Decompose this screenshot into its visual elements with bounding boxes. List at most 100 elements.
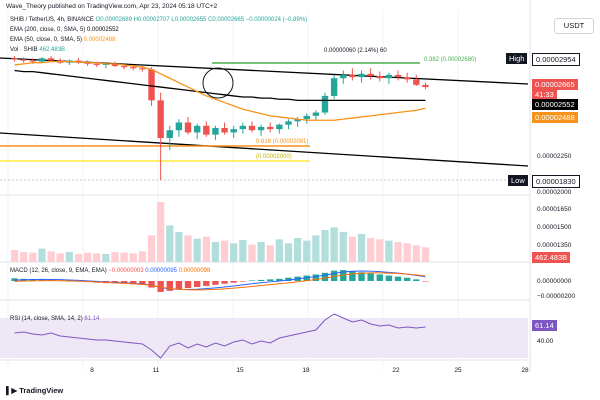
volume-bar	[65, 252, 73, 262]
volume-bar	[394, 242, 402, 262]
time-axis-label: 11	[153, 367, 160, 374]
ema-lines	[14, 60, 426, 121]
candle-body	[130, 67, 137, 69]
macd-hist-bar	[358, 272, 365, 281]
ema200-legend[interactable]: EMA (200, close, 0, SMA, 5) 0.00002552	[10, 27, 119, 33]
volume-bar	[339, 232, 347, 262]
macd-hist-bar	[330, 270, 338, 281]
volume-bar	[357, 234, 366, 262]
currency-selector[interactable]: USDT	[554, 18, 594, 34]
footer-text: TradingView	[19, 386, 64, 395]
macd-hist-bar	[230, 281, 237, 283]
ema50-label: EMA (50, close, 0, SMA, 5)	[10, 37, 83, 43]
macd-hist-bar	[120, 281, 128, 284]
high-tag: High	[506, 53, 528, 64]
macd-hist-bar	[157, 281, 164, 292]
macd-legend[interactable]: MACD (12, 26, close, 9, EMA, EMA) −0.000…	[10, 268, 210, 274]
macd-hist-bar	[321, 272, 329, 281]
rsi-legend[interactable]: RSI (14, close, SMA, 14, 2) 61.14	[10, 316, 99, 322]
volume-bar	[93, 253, 101, 262]
candle-body	[257, 126, 265, 131]
candle-body	[212, 128, 219, 135]
candle-body	[166, 130, 173, 138]
volume-bar	[412, 245, 420, 262]
volume-bar	[166, 225, 174, 262]
volume-bar	[29, 252, 37, 262]
fib-618-label: 0.618 (0.00002081)	[256, 139, 308, 145]
macd-axis-label: −0.00000200	[537, 293, 576, 300]
candle-body	[230, 129, 237, 133]
macd-hist-bar	[175, 281, 183, 290]
rsi-axis-label: 40.00	[537, 338, 554, 345]
symbol-legend[interactable]: SHIB / TetherUS, 4h, BINANCE O0.00002689…	[10, 17, 307, 23]
candle-body	[29, 60, 37, 62]
ema200-tag: 0.00002552	[532, 99, 578, 110]
time-axis-label: 22	[392, 367, 400, 374]
macd-hist-bar	[422, 281, 429, 282]
candle-body	[285, 121, 292, 125]
ema50-line	[14, 60, 426, 121]
publisher-line: Wave_Theory published on TradingView.com…	[6, 3, 218, 10]
rsi-tag: 61.14	[532, 320, 557, 331]
volume-tag: 462.483B	[532, 252, 571, 263]
macd-hist-bar	[349, 271, 356, 281]
candle-body	[276, 124, 283, 130]
candle-body	[175, 122, 183, 131]
candle-body	[403, 77, 411, 80]
change-value: −0.00000024 (−0.89%)	[245, 17, 308, 23]
ema200-line	[14, 69, 426, 102]
time-axis-label: 8	[90, 367, 94, 374]
candle-body	[157, 100, 164, 138]
macd-hist-bar	[285, 277, 292, 281]
volume-bar	[211, 242, 220, 262]
macd-hist-bar	[385, 275, 393, 281]
volume-bar	[202, 236, 210, 262]
volume-bar	[111, 252, 119, 262]
time-axis-label: 18	[302, 367, 310, 374]
macd-hist-value: −0.00000003	[108, 268, 144, 274]
volume-bar	[38, 248, 46, 262]
highlight-circle	[202, 67, 234, 99]
candle-body	[203, 125, 210, 135]
tradingview-logo[interactable]: ▌▶ TradingView	[6, 386, 63, 395]
volume-bar	[175, 232, 183, 262]
ema200-value: 0.00002552	[87, 27, 119, 33]
candle-body	[376, 76, 383, 79]
last-price-tag: 0.00002665	[532, 79, 578, 90]
volume-bar	[248, 244, 256, 262]
candle-body	[20, 59, 27, 61]
macd-hist-bar	[376, 274, 383, 281]
volume-bar	[83, 252, 92, 262]
volume-bar	[157, 202, 165, 262]
volume-bar	[193, 238, 201, 262]
candle-body	[120, 66, 128, 68]
volume-bar	[102, 254, 110, 262]
rsi-band	[0, 318, 528, 358]
macd-hist-bar	[239, 281, 247, 282]
macd-hist-bar	[340, 270, 347, 281]
measure-label: 0.00000060 (2.14%) 60	[324, 48, 387, 54]
volume-legend[interactable]: Vol · SHIB 462.483B	[10, 47, 65, 53]
candle-body	[248, 125, 256, 131]
time-axis-label: 28	[521, 367, 529, 374]
fib-other-label: (0.00002000)	[256, 154, 292, 160]
macd-hist-bar	[303, 275, 310, 281]
macd-line	[14, 270, 426, 290]
candle-body	[294, 119, 301, 122]
high-value-tag: 0.00002954	[532, 53, 580, 66]
price-axis-label: 0.00002250	[537, 153, 572, 160]
time-axis-label: 25	[454, 367, 462, 374]
high-value: H0.00002707	[133, 17, 170, 23]
volume-bar	[312, 235, 320, 262]
volume-bar	[230, 243, 238, 262]
macd-hist-bar	[212, 281, 219, 285]
candle-body	[221, 128, 228, 133]
ema50-legend[interactable]: EMA (50, close, 0, SMA, 5) 0.00002488	[10, 37, 115, 43]
symbol-name: SHIB / TetherUS, 4h, BINANCE	[10, 17, 94, 23]
candle-body	[93, 63, 100, 65]
volume-bar	[293, 238, 302, 262]
macd-signal-value: 0.00000098	[178, 268, 211, 274]
rsi-label: RSI (14, close, SMA, 14, 2)	[10, 316, 83, 322]
candle-body	[394, 74, 402, 78]
